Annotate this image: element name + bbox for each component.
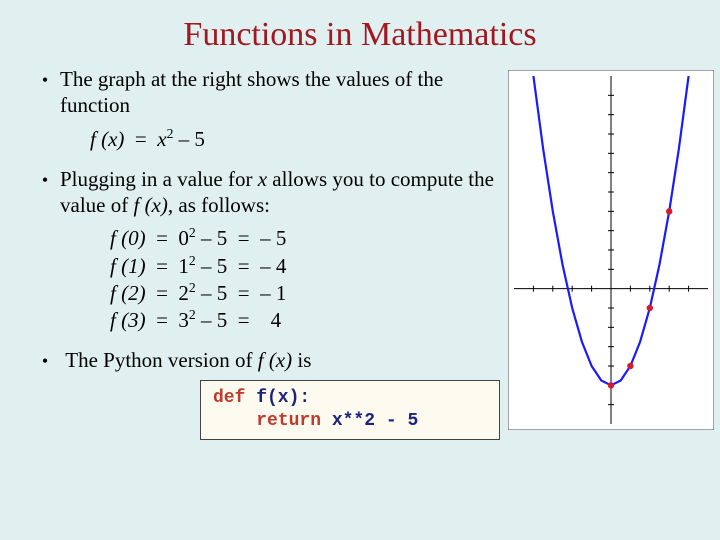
bullet-1-text: The graph at the right shows the values … (60, 66, 500, 119)
code-block: def f(x): return x**2 - 5 (200, 380, 500, 441)
b2-post: , as follows: (168, 193, 270, 217)
page-title: Functions in Mathematics (0, 0, 720, 66)
b3-pre: The Python version of (65, 348, 257, 372)
b2-x: x (258, 167, 267, 191)
kw-return: return (256, 411, 321, 431)
text-column: • The graph at the right shows the value… (0, 66, 508, 440)
code-indent (213, 411, 256, 431)
eval-row: f (3) = 32 – 5 = 4 (110, 306, 500, 333)
bullet-mark: • (30, 166, 60, 192)
content-area: • The graph at the right shows the value… (0, 66, 720, 440)
bullet-2-text: Plugging in a value for x allows you to … (60, 166, 500, 219)
evaluations: f (0) = 02 – 5 = – 5f (1) = 12 – 5 = – 4… (30, 224, 500, 333)
b3-fx: f (x) (258, 348, 292, 372)
fn-sig: f(x): (245, 388, 310, 408)
bullet-1: • The graph at the right shows the value… (30, 66, 500, 119)
function-definition: f (x) = x2 – 5 (30, 125, 500, 152)
kw-def: def (213, 388, 245, 408)
b3-post: is (292, 348, 311, 372)
b2-fx: f (x) (133, 193, 167, 217)
eval-row: f (1) = 12 – 5 = – 4 (110, 252, 500, 279)
code-line-1: def f(x): (213, 387, 487, 410)
code-expr: x**2 - 5 (321, 411, 418, 431)
chart-column (508, 66, 720, 430)
bullet-2: • Plugging in a value for x allows you t… (30, 166, 500, 219)
fdef-base: x (157, 127, 166, 151)
fdef-tail: – 5 (173, 127, 205, 151)
parabola-chart (508, 70, 714, 430)
bullet-mark: • (30, 347, 60, 373)
bullet-3: • The Python version of f (x) is (30, 347, 500, 373)
bullet-mark: • (30, 66, 60, 92)
fdef-lhs: f (x) (90, 127, 124, 151)
eval-row: f (0) = 02 – 5 = – 5 (110, 224, 500, 251)
bullet-3-text: The Python version of f (x) is (60, 347, 500, 373)
code-line-2: return x**2 - 5 (213, 410, 487, 433)
b2-pre: Plugging in a value for (60, 167, 258, 191)
eval-row: f (2) = 22 – 5 = – 1 (110, 279, 500, 306)
fdef-eq: = (135, 127, 147, 151)
